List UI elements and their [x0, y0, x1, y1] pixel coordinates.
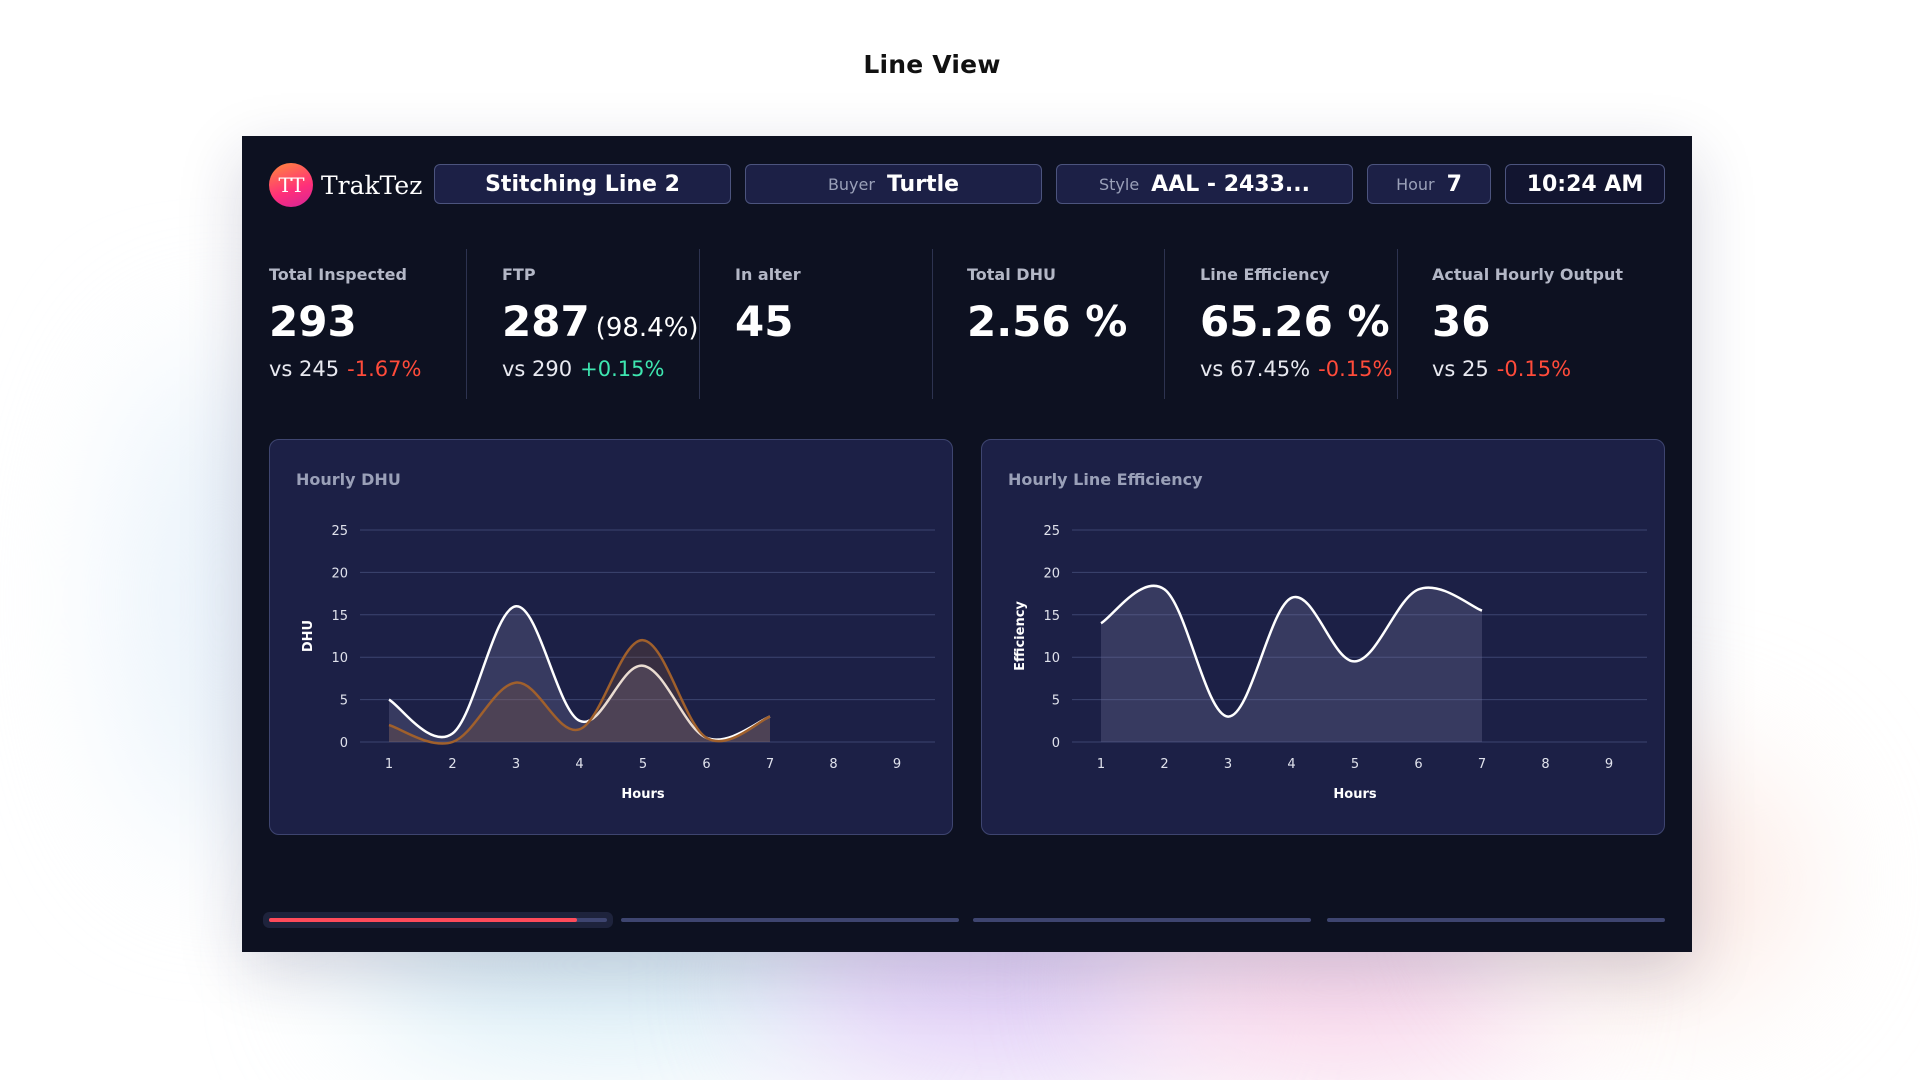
stat-compare: vs 245 -1.67%	[269, 357, 422, 381]
chart-svg: 0 5 10 15 20 25 1 2 3 4 5 6 7 8 9 Hours DHU	[301, 524, 935, 802]
stat-value: 293	[269, 297, 357, 346]
stat-label: Line Efficiency	[1200, 265, 1330, 284]
x-tick-label: 4	[1287, 757, 1295, 772]
progress-segment-1[interactable]	[269, 918, 607, 922]
y-tick-label: 20	[331, 566, 348, 581]
series-area	[389, 640, 770, 744]
x-tick-label: 8	[1541, 757, 1549, 772]
stat-total-dhu: Total DHU 2.56 %	[949, 249, 1165, 399]
buyer-label: Buyer	[827, 174, 875, 194]
x-tick-label: 1	[385, 757, 393, 772]
stat-percent: (98.4%)	[595, 313, 699, 343]
logo-name: TrakTez	[321, 170, 423, 200]
x-tick-label: 1	[1097, 757, 1105, 772]
progress-segment-4[interactable]	[1327, 918, 1665, 922]
stat-value: 2.56 %	[967, 297, 1128, 346]
y-tick-label: 25	[331, 524, 348, 539]
y-tick-label: 15	[331, 609, 348, 624]
x-tick-label: 6	[702, 757, 710, 772]
x-tick-label: 7	[1478, 757, 1486, 772]
line-view-dashboard: TT TrakTez Stitching Line 2 Buyer Turtle…	[242, 136, 1692, 952]
hour-label: Hour	[1396, 174, 1435, 194]
y-tick-label: 0	[340, 736, 348, 751]
style-value: AAL - 2433...	[1151, 171, 1310, 197]
chart-svg: 0 5 10 15 20 25 1 2 3 4 5 6 7 8 9 Hours Efficiency	[1013, 524, 1647, 802]
x-tick-label: 8	[829, 757, 837, 772]
series-line-secondary	[388, 638, 771, 745]
stat-label: Actual Hourly Output	[1432, 265, 1624, 284]
x-tick-label: 2	[448, 757, 456, 772]
stat-label: Total DHU	[967, 265, 1056, 284]
stat-actual-hourly-output: Actual Hourly Output 36 vs 25 -0.15%	[1414, 249, 1629, 399]
y-axis-label: Efficiency	[1013, 601, 1028, 671]
x-tick-label: 3	[512, 757, 520, 772]
progress-segment-3[interactable]	[973, 918, 1311, 922]
stat-value: 65.26 %	[1200, 297, 1390, 346]
stat-delta: -1.67%	[347, 357, 422, 381]
logo-icon: TT	[269, 163, 313, 207]
y-tick-label: 5	[1052, 694, 1060, 709]
line-selector[interactable]: Stitching Line 2	[434, 164, 731, 204]
y-tick-label: 10	[331, 651, 348, 666]
stat-line-efficiency: Line Efficiency 65.26 % vs 67.45% -0.15%	[1182, 249, 1398, 399]
style-selector[interactable]: Style AAL - 2433...	[1056, 164, 1353, 204]
stat-ftp: FTP 287 (98.4%) vs 290 +0.15%	[484, 249, 700, 399]
x-tick-label: 5	[1351, 757, 1359, 772]
x-tick-label: 9	[1605, 757, 1613, 772]
logo: TT TrakTez	[269, 163, 422, 207]
hour-value: 7	[1446, 171, 1462, 197]
x-axis-label: Hours	[621, 787, 664, 802]
stat-delta: +0.15%	[580, 357, 665, 381]
x-axis-label: Hours	[1333, 787, 1376, 802]
style-label: Style	[1098, 174, 1140, 194]
series-line-primary	[1100, 584, 1483, 718]
x-tick-label: 7	[766, 757, 774, 772]
stat-compare: vs 290 +0.15%	[502, 357, 665, 381]
stat-total-inspected: Total Inspected 293 vs 245 -1.67%	[251, 249, 467, 399]
y-tick-label: 25	[1043, 524, 1060, 539]
y-tick-label: 15	[1043, 609, 1060, 624]
chart-hourly-dhu: Hourly DHU 0 5 10 15 20 25 1 2 3 4 5 6 7 8 9 Hours DHU	[269, 439, 953, 835]
page-title: Line View	[863, 50, 1001, 79]
stat-value: 45	[735, 297, 794, 346]
stat-delta: -0.15%	[1318, 357, 1393, 381]
stat-compare: vs 25 -0.15%	[1432, 357, 1572, 381]
y-tick-label: 10	[1043, 651, 1060, 666]
stat-value: 287 (98.4%)	[502, 297, 699, 346]
x-tick-label: 5	[639, 757, 647, 772]
chart-title: Hourly DHU	[296, 470, 401, 489]
x-tick-label: 3	[1224, 757, 1232, 772]
buyer-selector[interactable]: Buyer Turtle	[745, 164, 1042, 204]
series-line-primary	[388, 605, 771, 741]
x-tick-label: 4	[575, 757, 583, 772]
progress-fill	[269, 918, 577, 922]
stat-delta: -0.15%	[1496, 357, 1572, 381]
series-area	[1101, 585, 1482, 742]
current-time: 10:24 AM	[1505, 164, 1665, 204]
progress-segment-2[interactable]	[621, 918, 959, 922]
time-value: 10:24 AM	[1526, 171, 1644, 197]
y-axis-label: DHU	[301, 620, 316, 652]
line-name: Stitching Line 2	[485, 171, 680, 197]
x-tick-label: 2	[1160, 757, 1168, 772]
series-area	[389, 606, 770, 742]
y-tick-label: 0	[1052, 736, 1060, 751]
x-tick-label: 9	[893, 757, 901, 772]
chart-title: Hourly Line Efficiency	[1008, 470, 1203, 489]
stat-label: Total Inspected	[269, 265, 407, 284]
stat-value: 36	[1432, 297, 1491, 346]
y-tick-label: 20	[1043, 566, 1060, 581]
stat-compare: vs 67.45% -0.15%	[1200, 357, 1393, 381]
buyer-value: Turtle	[886, 171, 960, 197]
y-tick-label: 5	[340, 694, 348, 709]
stat-in-alter: In alter 45	[717, 249, 933, 399]
x-tick-label: 6	[1414, 757, 1422, 772]
stat-label: FTP	[502, 265, 536, 284]
hour-selector[interactable]: Hour 7	[1367, 164, 1491, 204]
chart-hourly-line-efficiency: Hourly Line Efficiency 0 5 10 15 20 25 1 2 3 4 5 6 7…	[981, 439, 1665, 835]
stat-label: In alter	[735, 265, 801, 284]
